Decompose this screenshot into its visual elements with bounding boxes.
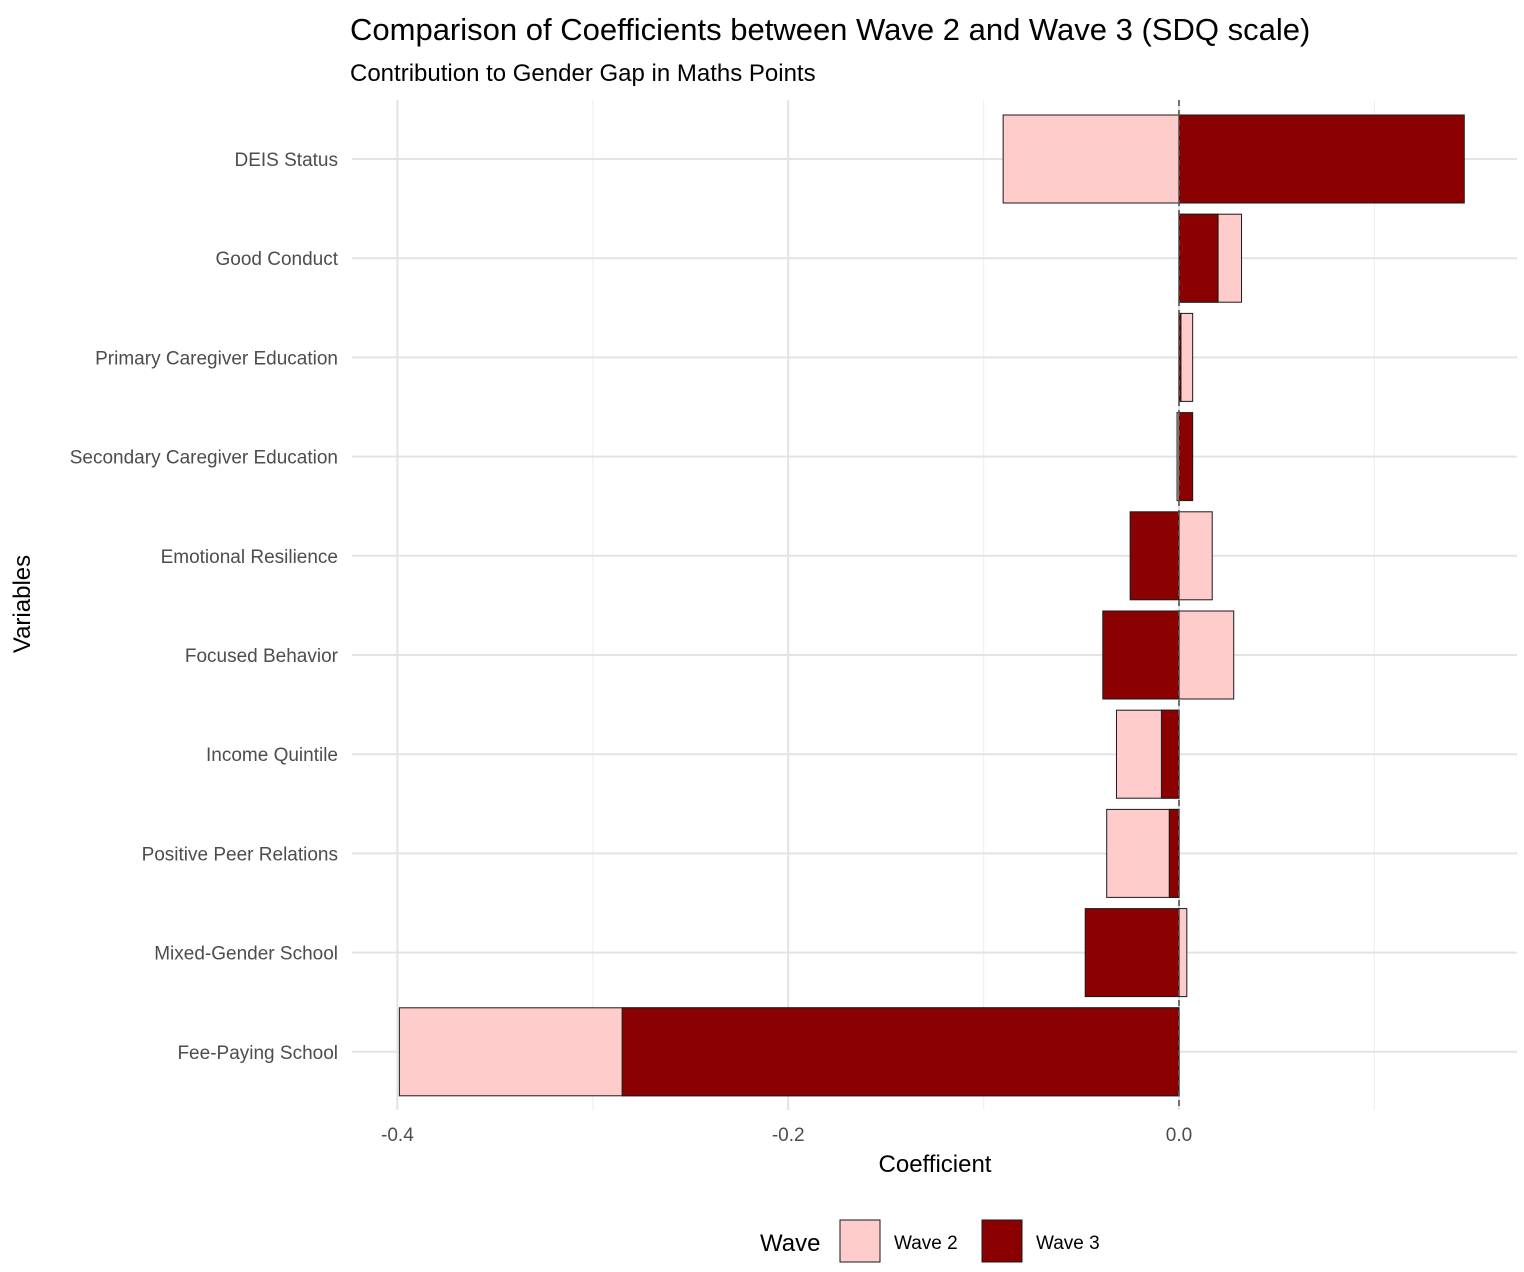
y-axis-title: Variables [9, 555, 36, 653]
bar-wave-2 [1002, 114, 1180, 204]
bar-wave-3 [1168, 808, 1180, 898]
bar-wave-2 [1178, 610, 1235, 700]
category-label: DEIS Status [235, 150, 339, 171]
bar-wave-3 [1178, 114, 1465, 204]
category-label: Good Conduct [215, 249, 338, 270]
category-label: Emotional Resilience [161, 547, 338, 568]
category-label: Fee-Paying School [177, 1043, 338, 1064]
bar-wave-3 [1084, 908, 1180, 998]
x-tick-label: -0.4 [381, 1125, 414, 1146]
legend-swatch [839, 1219, 881, 1263]
category-label: Income Quintile [206, 745, 338, 766]
category-label: Mixed-Gender School [154, 944, 338, 965]
category-label: Secondary Caregiver Education [70, 448, 338, 469]
bar-wave-2 [1106, 808, 1180, 898]
chart-title: Comparison of Coefficients between Wave … [350, 12, 1310, 47]
bar-wave-3 [1178, 312, 1182, 402]
bar-wave-2 [1178, 908, 1188, 998]
bar-wave-3 [1178, 213, 1219, 303]
bar-wave-3 [1160, 709, 1180, 799]
legend-label: Wave 3 [1036, 1233, 1100, 1254]
category-label: Positive Peer Relations [142, 844, 338, 865]
grid [352, 100, 1517, 1110]
category-label: Primary Caregiver Education [95, 348, 338, 369]
legend-swatch [981, 1219, 1023, 1263]
x-tick-label: -0.2 [772, 1125, 805, 1146]
bar-wave-3 [621, 1007, 1180, 1097]
x-axis-title: Coefficient [879, 1151, 992, 1178]
category-label: Focused Behavior [185, 646, 339, 667]
bar-wave-3 [1178, 412, 1194, 502]
legend-label: Wave 2 [894, 1233, 958, 1254]
bar-wave-2 [1178, 511, 1213, 601]
chart-subtitle: Contribution to Gender Gap in Maths Poin… [350, 60, 816, 87]
bar-wave-3 [1129, 511, 1180, 601]
legend: Wave Wave 2 Wave 3 [760, 1219, 1100, 1263]
bars [398, 100, 1465, 1110]
bar-wave-2 [1176, 412, 1180, 502]
bar-wave-3 [1102, 610, 1180, 700]
category-labels: DEIS Status Good Conduct Primary Caregiver… [70, 150, 339, 1064]
legend-title: Wave [760, 1230, 820, 1257]
x-tick-labels: -0.4 -0.2 0.0 [381, 1125, 1192, 1146]
x-tick-label: 0.0 [1166, 1125, 1192, 1146]
